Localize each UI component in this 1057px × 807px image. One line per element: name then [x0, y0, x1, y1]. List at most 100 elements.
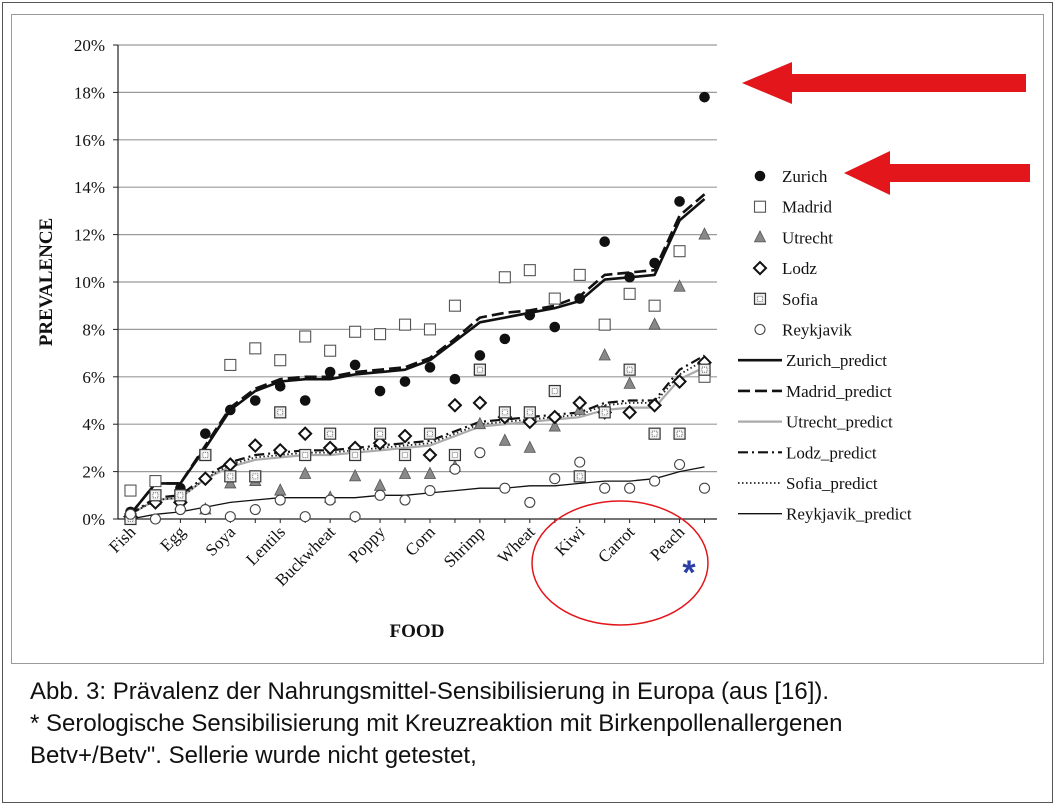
x-tick-label: Carrot [594, 522, 638, 566]
legend-label: Madrid [782, 198, 833, 217]
point-reykjavik [499, 482, 511, 494]
point-sofia [199, 448, 212, 462]
point-madrid [274, 354, 287, 367]
sofia-marker-core [576, 473, 583, 480]
point-zurich [299, 395, 311, 406]
sofia-marker-core [252, 473, 259, 480]
y-tick-label: 14% [74, 178, 105, 197]
point-madrid [249, 342, 262, 355]
caption-line-3: Betv+/Betv". Sellerie wurde nicht getest… [30, 742, 477, 769]
arrow-legend [844, 151, 1030, 195]
predict-line-lodz_predict [129, 354, 706, 516]
point-zurich [574, 293, 586, 304]
point-madrid [398, 318, 412, 331]
predict-line-zurich_predict [129, 198, 706, 516]
point-lodz [522, 414, 538, 430]
x-tick-label: Poppy [345, 522, 390, 567]
point-lodz [322, 440, 338, 456]
point-lodz [197, 471, 213, 487]
point-lodz [647, 397, 663, 413]
legend-label: Reykjavik_predict [786, 505, 912, 524]
sofia-marker-core [302, 452, 309, 458]
point-zurich [225, 404, 236, 416]
point-sofia [149, 489, 162, 502]
point-zurich [424, 362, 436, 373]
point-utrecht [299, 466, 312, 479]
point-utrecht [224, 476, 237, 489]
sofia-marker-core [402, 452, 408, 458]
point-zurich [524, 309, 536, 321]
point-sofia [299, 448, 312, 462]
point-utrecht [274, 483, 287, 496]
y-tick-label: 4% [82, 415, 105, 434]
point-madrid [523, 264, 536, 277]
point-reykjavik [374, 489, 386, 501]
sofia-marker-core [676, 430, 683, 437]
point-reykjavik [274, 494, 286, 506]
sofia-marker-core [601, 409, 608, 416]
y-tick-label: 20% [74, 36, 105, 55]
point-madrid [299, 330, 312, 343]
point-lodz [547, 409, 563, 425]
sofia-marker-core [327, 430, 334, 437]
point-zurich [649, 257, 660, 269]
x-tick-label: Egg [156, 522, 189, 555]
arrow-top-shape [742, 62, 1026, 104]
point-zurich [200, 428, 211, 439]
point-madrid [124, 484, 137, 497]
sofia-marker-core [757, 295, 763, 302]
point-sofia [224, 470, 237, 483]
point-reykjavik [399, 494, 411, 506]
point-madrid [573, 268, 586, 281]
sofia-marker-core [651, 430, 658, 437]
y-tick-label: 8% [82, 320, 105, 339]
point-lodz [397, 428, 413, 444]
highlight-circle [531, 500, 709, 626]
y-axis-ticks: 0% 2% 4% 6% 8% 10% 12% 14% 16% 18% 20% [74, 36, 118, 529]
point-madrid [598, 318, 611, 331]
point-utrecht [348, 468, 362, 482]
sofia-marker-core [277, 409, 284, 416]
legend-marker-zurich [754, 170, 766, 182]
point-reykjavik [674, 458, 686, 471]
point-sofia [174, 489, 187, 502]
point-utrecht [598, 348, 611, 361]
sofia-marker-core [152, 492, 159, 499]
y-tick-label: 6% [82, 368, 105, 387]
sofia-marker-core [227, 473, 234, 480]
y-tick-label: 16% [74, 131, 105, 150]
point-reykjavik [424, 485, 436, 497]
legend-label: Zurich [782, 167, 828, 186]
point-zurich [449, 373, 461, 385]
legend-marker-utrecht [753, 230, 767, 243]
point-utrecht [473, 416, 487, 430]
figure-caption: Abb. 3: Prävalenz der Nahrungsmittel-Sen… [30, 676, 1030, 772]
x-tick-label: Kiwi [551, 522, 589, 560]
caption-line-2: * Serologische Sensibilisierung mit Kreu… [30, 710, 843, 737]
point-sofia [573, 470, 586, 483]
y-tick-label: 2% [82, 463, 105, 482]
point-reykjavik [124, 508, 137, 520]
predict-line-reykjavik_predict [130, 466, 705, 520]
sofia-marker-core [377, 430, 383, 437]
legend-label: Sofia_predict [786, 474, 878, 493]
point-reykjavik [624, 482, 636, 494]
predict-line-utrecht_predict [129, 366, 705, 516]
y-tick-label: 0% [82, 510, 105, 529]
arrow-legend-shape [844, 151, 1030, 195]
point-sofia [473, 363, 486, 376]
point-lodz [372, 435, 388, 451]
point-zurich [549, 321, 561, 333]
point-zurich [249, 395, 261, 406]
point-sofia [523, 406, 536, 419]
legend: Zurich Madrid Utrecht Lodz Sofia Reykjavik Zur… [738, 167, 912, 524]
legend-marker-madrid [753, 200, 767, 213]
caption-line-1: Abb. 3: Prävalenz der Nahrungsmittel-Sen… [30, 678, 830, 705]
sofia-marker-core [476, 366, 483, 373]
x-tick-label: Soya [202, 522, 240, 560]
point-reykjavik [174, 503, 186, 516]
point-zurich [474, 350, 486, 361]
